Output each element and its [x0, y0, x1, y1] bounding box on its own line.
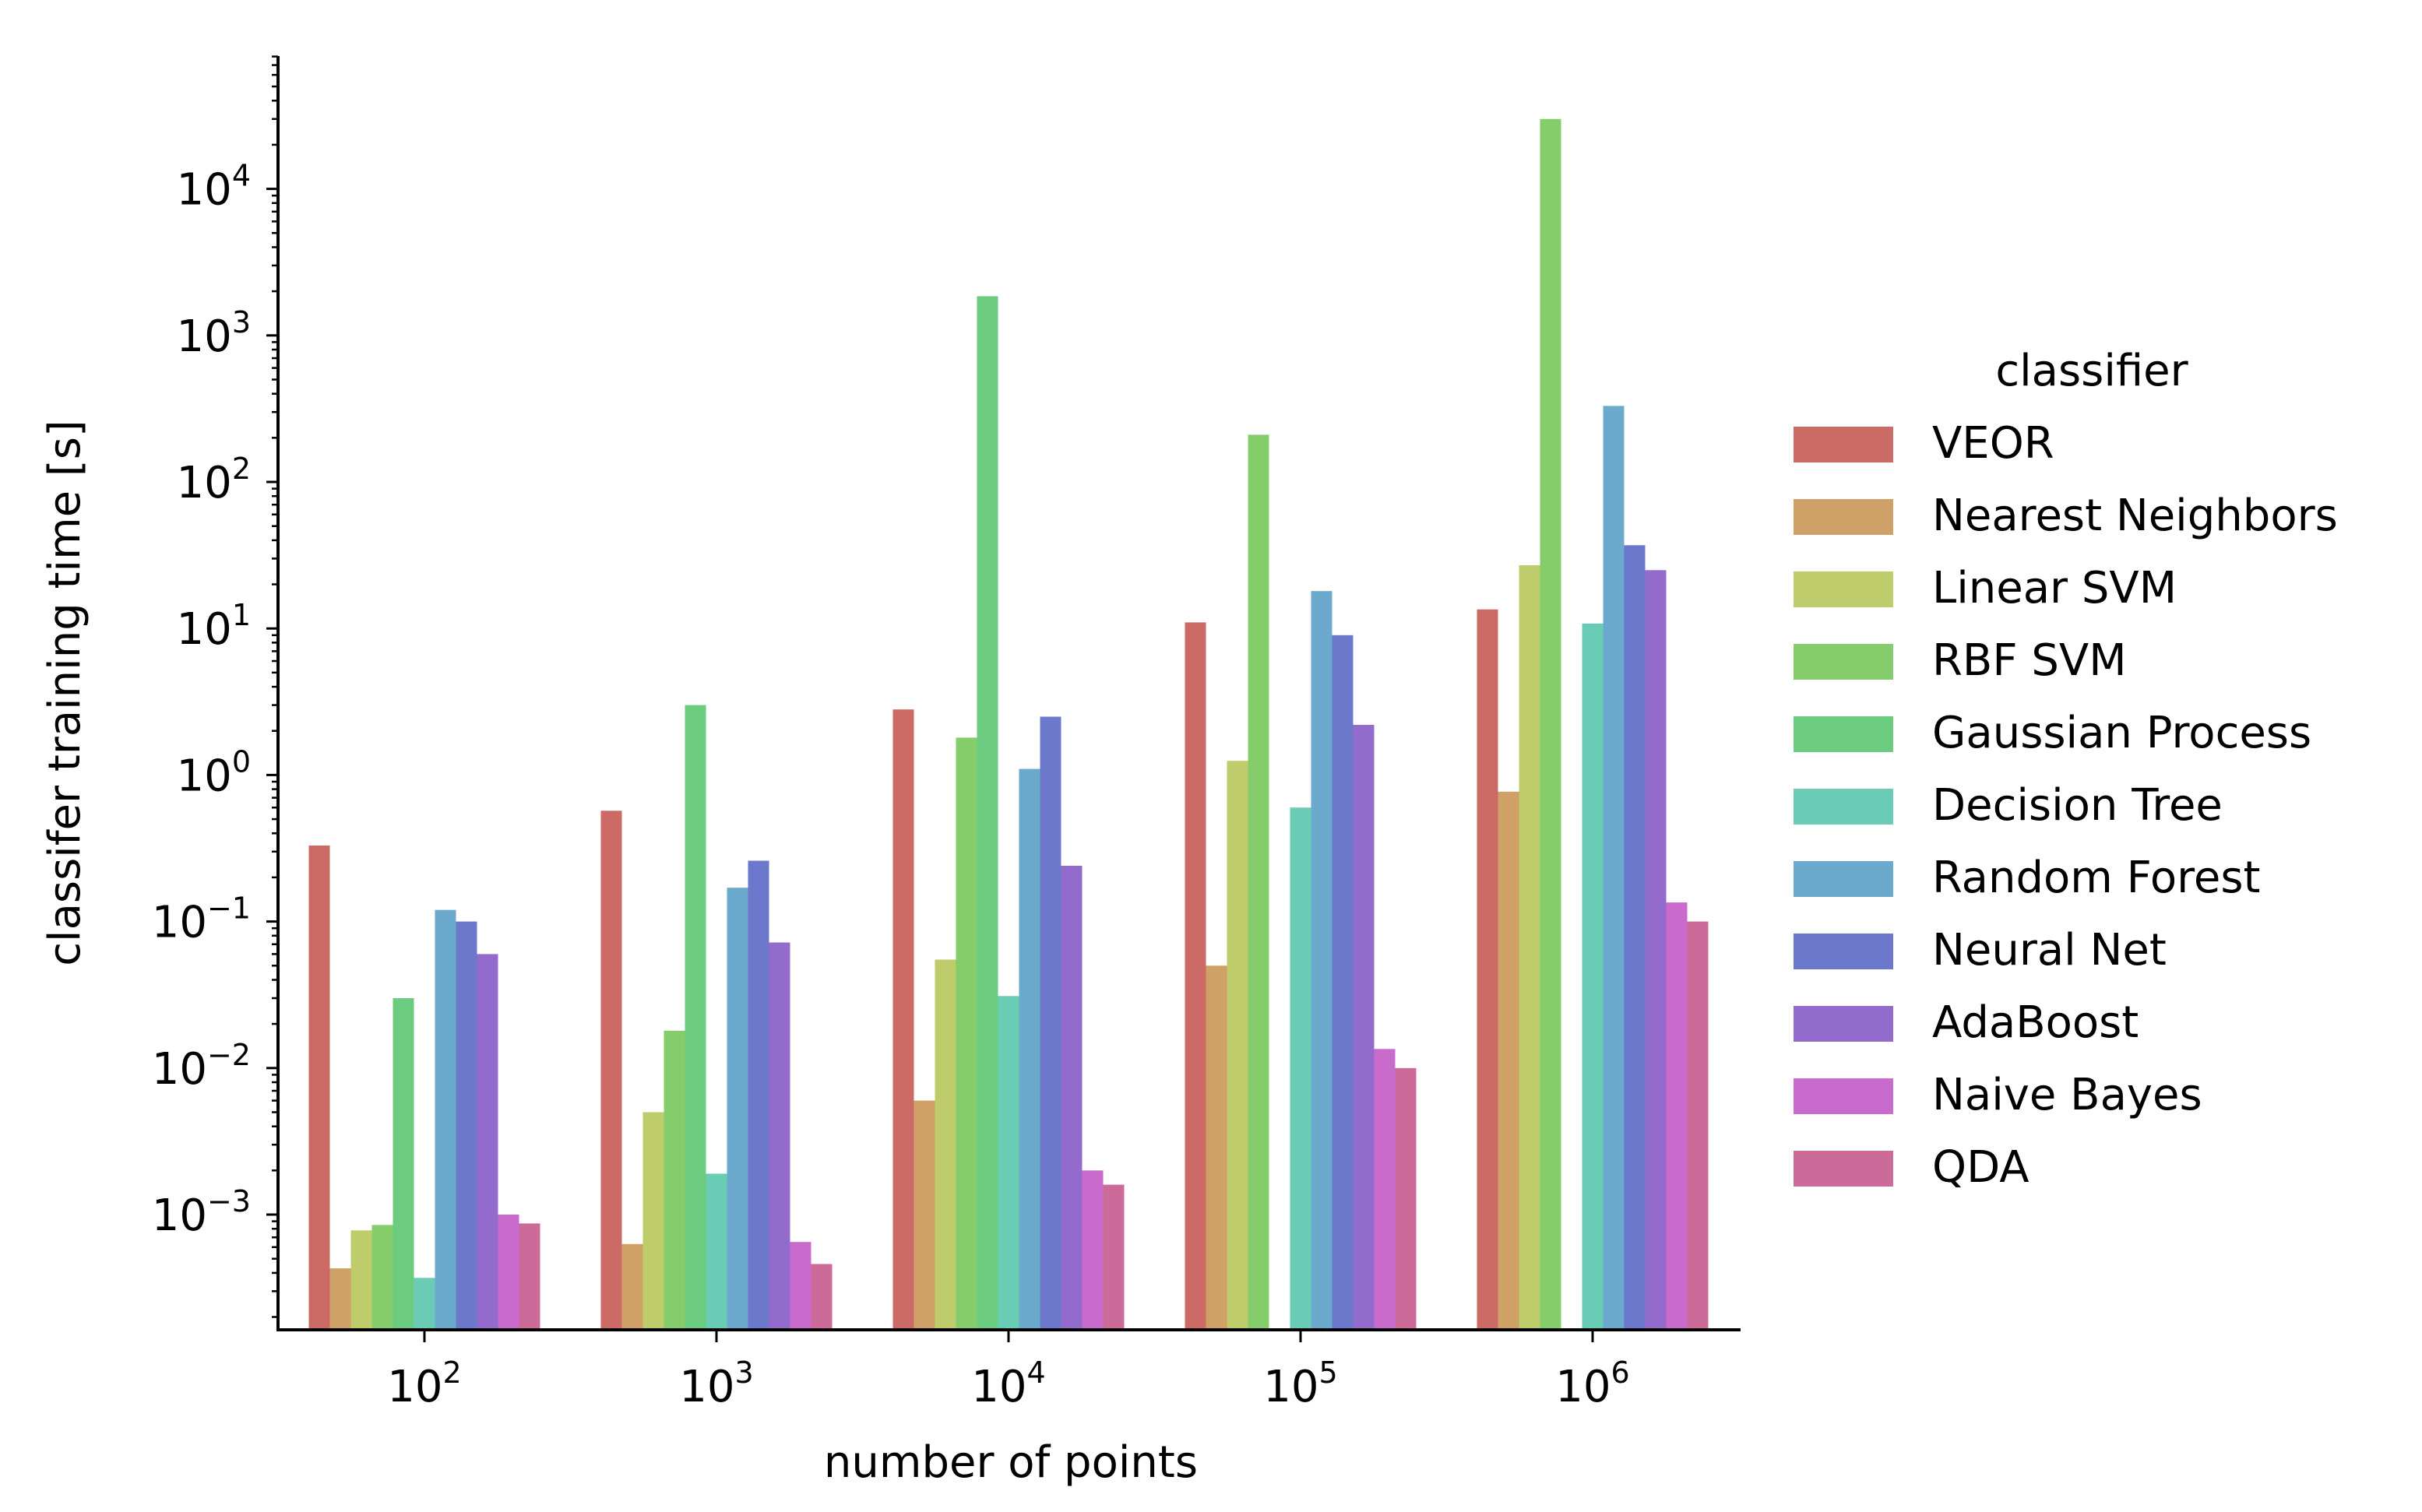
- legend-swatch-adaboost: [1794, 1006, 1893, 1042]
- legend: classifier VEOR Nearest Neighbors Linear S…: [1794, 346, 2338, 1193]
- bar-qda-1: [811, 1264, 833, 1330]
- bar-veor-4: [1477, 609, 1498, 1330]
- legend-label-linear-svm: Linear SVM: [1932, 563, 2177, 614]
- legend-label-veor: VEOR: [1932, 418, 2054, 469]
- bar-rbf-svm-1: [664, 1030, 685, 1330]
- bar-veor-1: [600, 811, 622, 1330]
- legend-swatch-gaussian-process: [1794, 716, 1893, 752]
- bar-decision-tree-3: [1290, 807, 1311, 1330]
- y-tick-label-1: 10−2: [152, 1038, 251, 1095]
- bar-adaboost-2: [1061, 866, 1083, 1330]
- bar-nearest-neighbors-1: [621, 1243, 643, 1330]
- legend-label-gaussian-process: Gaussian Process: [1932, 708, 2311, 758]
- y-tick-label-6: 103: [177, 305, 251, 362]
- y-tick-label-3: 100: [177, 744, 251, 801]
- bar-adaboost-0: [477, 954, 498, 1330]
- bar-linear-svm-4: [1519, 565, 1540, 1330]
- bar-rbf-svm-4: [1540, 118, 1561, 1330]
- legend-swatch-linear-svm: [1794, 571, 1893, 607]
- legend-label-decision-tree: Decision Tree: [1932, 780, 2223, 831]
- bar-nearest-neighbors-4: [1498, 791, 1519, 1330]
- legend-label-adaboost: AdaBoost: [1932, 997, 2139, 1048]
- bar-nearest-neighbors-2: [914, 1100, 935, 1330]
- legend-label-naive-bayes: Naive Bayes: [1932, 1070, 2202, 1120]
- y-tick-label-4: 101: [177, 598, 251, 655]
- y-tick-label-0: 10−3: [152, 1184, 251, 1241]
- bar-random-forest-4: [1603, 406, 1625, 1330]
- legend-swatch-naive-bayes: [1794, 1078, 1893, 1114]
- bar-neural-net-3: [1332, 635, 1354, 1330]
- bar-veor-3: [1185, 622, 1206, 1330]
- bar-random-forest-0: [435, 909, 456, 1330]
- x-tick-label-4: 106: [1555, 1356, 1629, 1412]
- bar-neural-net-2: [1040, 716, 1061, 1330]
- bar-adaboost-4: [1645, 570, 1667, 1330]
- y-tick-label-7: 104: [177, 159, 251, 216]
- y-axis-label: classifer training time [s]: [40, 420, 90, 966]
- bar-naive-bayes-2: [1082, 1170, 1104, 1330]
- legend-label-qda: QDA: [1932, 1142, 2029, 1193]
- y-ticks-group: 10−3 10−2 10−1 100 101 102 103 104: [152, 55, 278, 1318]
- y-tick-label-2: 10−1: [152, 891, 251, 948]
- x-tick-label-2: 104: [971, 1356, 1045, 1412]
- bar-rbf-svm-3: [1248, 434, 1269, 1330]
- bar-linear-svm-0: [350, 1230, 372, 1330]
- bar-veor-2: [892, 709, 914, 1330]
- bar-naive-bayes-4: [1666, 902, 1688, 1330]
- legend-swatch-rbf-svm: [1794, 644, 1893, 680]
- bar-linear-svm-2: [935, 959, 956, 1330]
- bar-random-forest-3: [1311, 591, 1332, 1330]
- legend-swatch-veor: [1794, 427, 1893, 462]
- bar-linear-svm-1: [642, 1112, 664, 1330]
- bar-adaboost-1: [769, 942, 790, 1330]
- bar-qda-2: [1103, 1184, 1125, 1330]
- bar-adaboost-3: [1353, 725, 1375, 1330]
- x-ticks-group: 102 103 104 105 106: [387, 1330, 1630, 1412]
- legend-label-rbf-svm: RBF SVM: [1932, 635, 2127, 686]
- legend-label-nearest-neighbors: Nearest Neighbors: [1932, 491, 2338, 541]
- x-axis-label: number of points: [824, 1437, 1198, 1488]
- bar-rbf-svm-0: [371, 1225, 393, 1330]
- bar-neural-net-4: [1624, 545, 1646, 1330]
- bar-random-forest-1: [727, 888, 748, 1330]
- bar-linear-svm-3: [1227, 761, 1248, 1330]
- bar-neural-net-1: [748, 860, 769, 1330]
- legend-label-random-forest: Random Forest: [1932, 853, 2261, 903]
- legend-label-neural-net: Neural Net: [1932, 925, 2167, 976]
- bar-gaussian-process-1: [685, 705, 706, 1330]
- legend-swatch-neural-net: [1794, 934, 1893, 969]
- bar-random-forest-2: [1019, 768, 1040, 1330]
- bar-decision-tree-1: [706, 1173, 727, 1330]
- legend-swatch-random-forest: [1794, 861, 1893, 897]
- bar-decision-tree-4: [1582, 623, 1604, 1330]
- bar-gaussian-process-2: [977, 296, 998, 1330]
- bar-nearest-neighbors-3: [1206, 965, 1227, 1330]
- bar-veor-0: [308, 846, 330, 1330]
- x-tick-label-0: 102: [387, 1356, 461, 1412]
- bar-decision-tree-2: [998, 996, 1019, 1330]
- legend-swatch-decision-tree: [1794, 789, 1893, 825]
- bar-gaussian-process-0: [393, 998, 414, 1330]
- legend-swatch-nearest-neighbors: [1794, 499, 1893, 535]
- bar-rbf-svm-2: [956, 737, 977, 1330]
- bar-naive-bayes-1: [790, 1242, 811, 1330]
- bar-qda-0: [519, 1223, 540, 1330]
- bar-qda-4: [1687, 921, 1709, 1330]
- bar-naive-bayes-3: [1374, 1049, 1396, 1330]
- legend-title: classifier: [1995, 346, 2188, 396]
- bar-neural-net-0: [456, 921, 477, 1330]
- bars-group: [308, 118, 1709, 1330]
- bar-naive-bayes-0: [498, 1215, 519, 1330]
- bar-decision-tree-0: [414, 1278, 435, 1330]
- x-tick-label-1: 103: [679, 1356, 753, 1412]
- bar-qda-3: [1395, 1067, 1417, 1330]
- x-tick-label-3: 105: [1263, 1356, 1337, 1412]
- y-tick-label-5: 102: [177, 452, 251, 508]
- bar-nearest-neighbors-0: [329, 1268, 351, 1330]
- legend-swatch-qda: [1794, 1151, 1893, 1187]
